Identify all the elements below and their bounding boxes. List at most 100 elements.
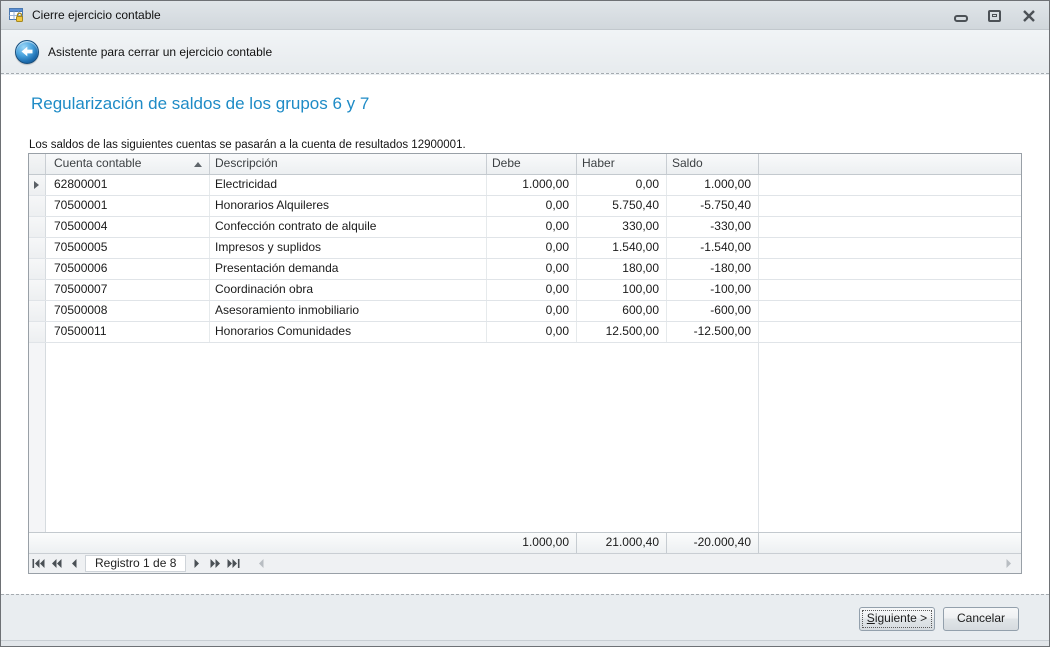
cell-debe: 0,00 — [487, 259, 577, 279]
cell-debe: 0,00 — [487, 238, 577, 258]
cell-debe: 0,00 — [487, 301, 577, 321]
window-controls — [949, 1, 1040, 30]
total-haber: 21.000,40 — [577, 533, 667, 553]
row-indicator-cell — [29, 322, 46, 342]
cell-descripcion: Coordinación obra — [210, 280, 487, 300]
scroll-right-icon — [1006, 559, 1011, 568]
content-area: Regularización de saldos de los grupos 6… — [1, 75, 1049, 594]
cell-descripcion: Honorarios Comunidades — [210, 322, 487, 342]
wizard-header-band: Asistente para cerrar un ejercicio conta… — [1, 30, 1049, 74]
cell-debe: 0,00 — [487, 322, 577, 342]
cell-haber: 5.750,40 — [577, 196, 667, 216]
column-header-descripcion[interactable]: Descripción — [210, 154, 487, 174]
grid-body: 62800001 Electricidad 1.000,00 0,00 1.00… — [29, 175, 1021, 532]
cell-saldo: -5.750,40 — [667, 196, 759, 216]
table-row[interactable]: 70500005 Impresos y suplidos 0,00 1.540,… — [29, 238, 1021, 259]
column-header-label: Cuenta contable — [54, 156, 142, 170]
grid-totals-row: 1.000,00 21.000,40 -20.000,40 — [29, 532, 1021, 553]
cell-saldo: -600,00 — [667, 301, 759, 321]
table-row[interactable]: 70500008 Asesoramiento inmobiliario 0,00… — [29, 301, 1021, 322]
minimize-icon — [953, 15, 968, 22]
totals-filler — [759, 533, 1021, 553]
column-header-saldo[interactable]: Saldo — [667, 154, 759, 174]
nav-prev-page-icon — [51, 559, 61, 568]
accounts-grid: Cuenta contable Descripción Debe Haber S… — [28, 153, 1022, 574]
nav-first-button[interactable] — [29, 555, 47, 573]
page-description: Los saldos de las siguientes cuentas se … — [29, 139, 466, 151]
cell-haber: 100,00 — [577, 280, 667, 300]
cell-haber: 0,00 — [577, 175, 667, 195]
cell-descripcion: Confección contrato de alquile — [210, 217, 487, 237]
row-indicator-cell — [29, 301, 46, 321]
cell-debe: 1.000,00 — [487, 175, 577, 195]
cell-haber: 330,00 — [577, 217, 667, 237]
cell-descripcion: Electricidad — [210, 175, 487, 195]
nav-first-icon — [32, 559, 44, 568]
table-row[interactable]: 70500011 Honorarios Comunidades 0,00 12.… — [29, 322, 1021, 343]
nav-next-button[interactable] — [188, 555, 206, 573]
page-title: Regularización de saldos de los grupos 6… — [31, 94, 370, 113]
totals-spacer — [29, 533, 487, 553]
next-button-mnemonic: S — [866, 611, 875, 625]
cell-saldo: -100,00 — [667, 280, 759, 300]
table-lock-icon — [9, 8, 23, 22]
nav-last-button[interactable] — [224, 555, 242, 573]
cell-descripcion: Presentación demanda — [210, 259, 487, 279]
next-button[interactable]: Siguiente > — [859, 607, 935, 631]
grid-header-row: Cuenta contable Descripción Debe Haber S… — [29, 154, 1021, 175]
cell-haber: 600,00 — [577, 301, 667, 321]
cell-descripcion: Honorarios Alquileres — [210, 196, 487, 216]
dialog-footer: Siguiente > Cancelar — [1, 594, 1049, 640]
row-indicator-cell — [29, 238, 46, 258]
cell-cuenta: 62800001 — [46, 175, 210, 195]
table-row[interactable]: 70500006 Presentación demanda 0,00 180,0… — [29, 259, 1021, 280]
scroll-left-button[interactable] — [252, 555, 270, 573]
cell-haber: 180,00 — [577, 259, 667, 279]
record-navigator: Registro 1 de 8 — [29, 553, 1021, 573]
cell-cuenta: 70500011 — [46, 322, 210, 342]
maximize-button[interactable] — [983, 5, 1006, 27]
row-indicator-cell — [29, 196, 46, 216]
table-row[interactable]: 70500001 Honorarios Alquileres 0,00 5.75… — [29, 196, 1021, 217]
next-button-label: iguiente > — [874, 611, 928, 625]
cell-debe: 0,00 — [487, 280, 577, 300]
cell-cuenta: 70500004 — [46, 217, 210, 237]
cancel-button[interactable]: Cancelar — [943, 607, 1019, 631]
row-indicator-cell — [29, 175, 46, 195]
total-debe: 1.000,00 — [487, 533, 577, 553]
table-row[interactable]: 70500004 Confección contrato de alquile … — [29, 217, 1021, 238]
row-indicator-cell — [29, 217, 46, 237]
back-button[interactable] — [15, 39, 39, 64]
table-row[interactable]: 62800001 Electricidad 1.000,00 0,00 1.00… — [29, 175, 1021, 196]
minimize-button[interactable] — [949, 5, 972, 27]
nav-next-icon — [194, 559, 200, 568]
saldo-column-edge — [758, 175, 759, 532]
cell-haber: 12.500,00 — [577, 322, 667, 342]
nav-prev-button[interactable] — [65, 555, 83, 573]
nav-prev-page-button[interactable] — [47, 555, 65, 573]
cell-debe: 0,00 — [487, 217, 577, 237]
close-icon — [1022, 9, 1035, 22]
wizard-header-text: Asistente para cerrar un ejercicio conta… — [48, 44, 273, 59]
total-saldo: -20.000,40 — [667, 533, 759, 553]
cell-cuenta: 70500006 — [46, 259, 210, 279]
scroll-right-button[interactable] — [1000, 555, 1018, 573]
row-indicator-header — [29, 154, 46, 174]
column-header-filler — [759, 154, 1021, 174]
nav-next-page-button[interactable] — [206, 555, 224, 573]
window-bottom-frame — [1, 640, 1049, 646]
cell-saldo: -12.500,00 — [667, 322, 759, 342]
cell-cuenta: 70500005 — [46, 238, 210, 258]
column-header-debe[interactable]: Debe — [487, 154, 577, 174]
column-header-cuenta[interactable]: Cuenta contable — [46, 154, 210, 174]
cell-cuenta: 70500007 — [46, 280, 210, 300]
close-button[interactable] — [1017, 5, 1040, 27]
column-header-haber[interactable]: Haber — [577, 154, 667, 174]
cell-saldo: -180,00 — [667, 259, 759, 279]
cell-haber: 1.540,00 — [577, 238, 667, 258]
cell-saldo: -330,00 — [667, 217, 759, 237]
maximize-icon — [988, 9, 1001, 22]
table-row[interactable]: 70500007 Coordinación obra 0,00 100,00 -… — [29, 280, 1021, 301]
window-title: Cierre ejercicio contable — [32, 8, 161, 22]
